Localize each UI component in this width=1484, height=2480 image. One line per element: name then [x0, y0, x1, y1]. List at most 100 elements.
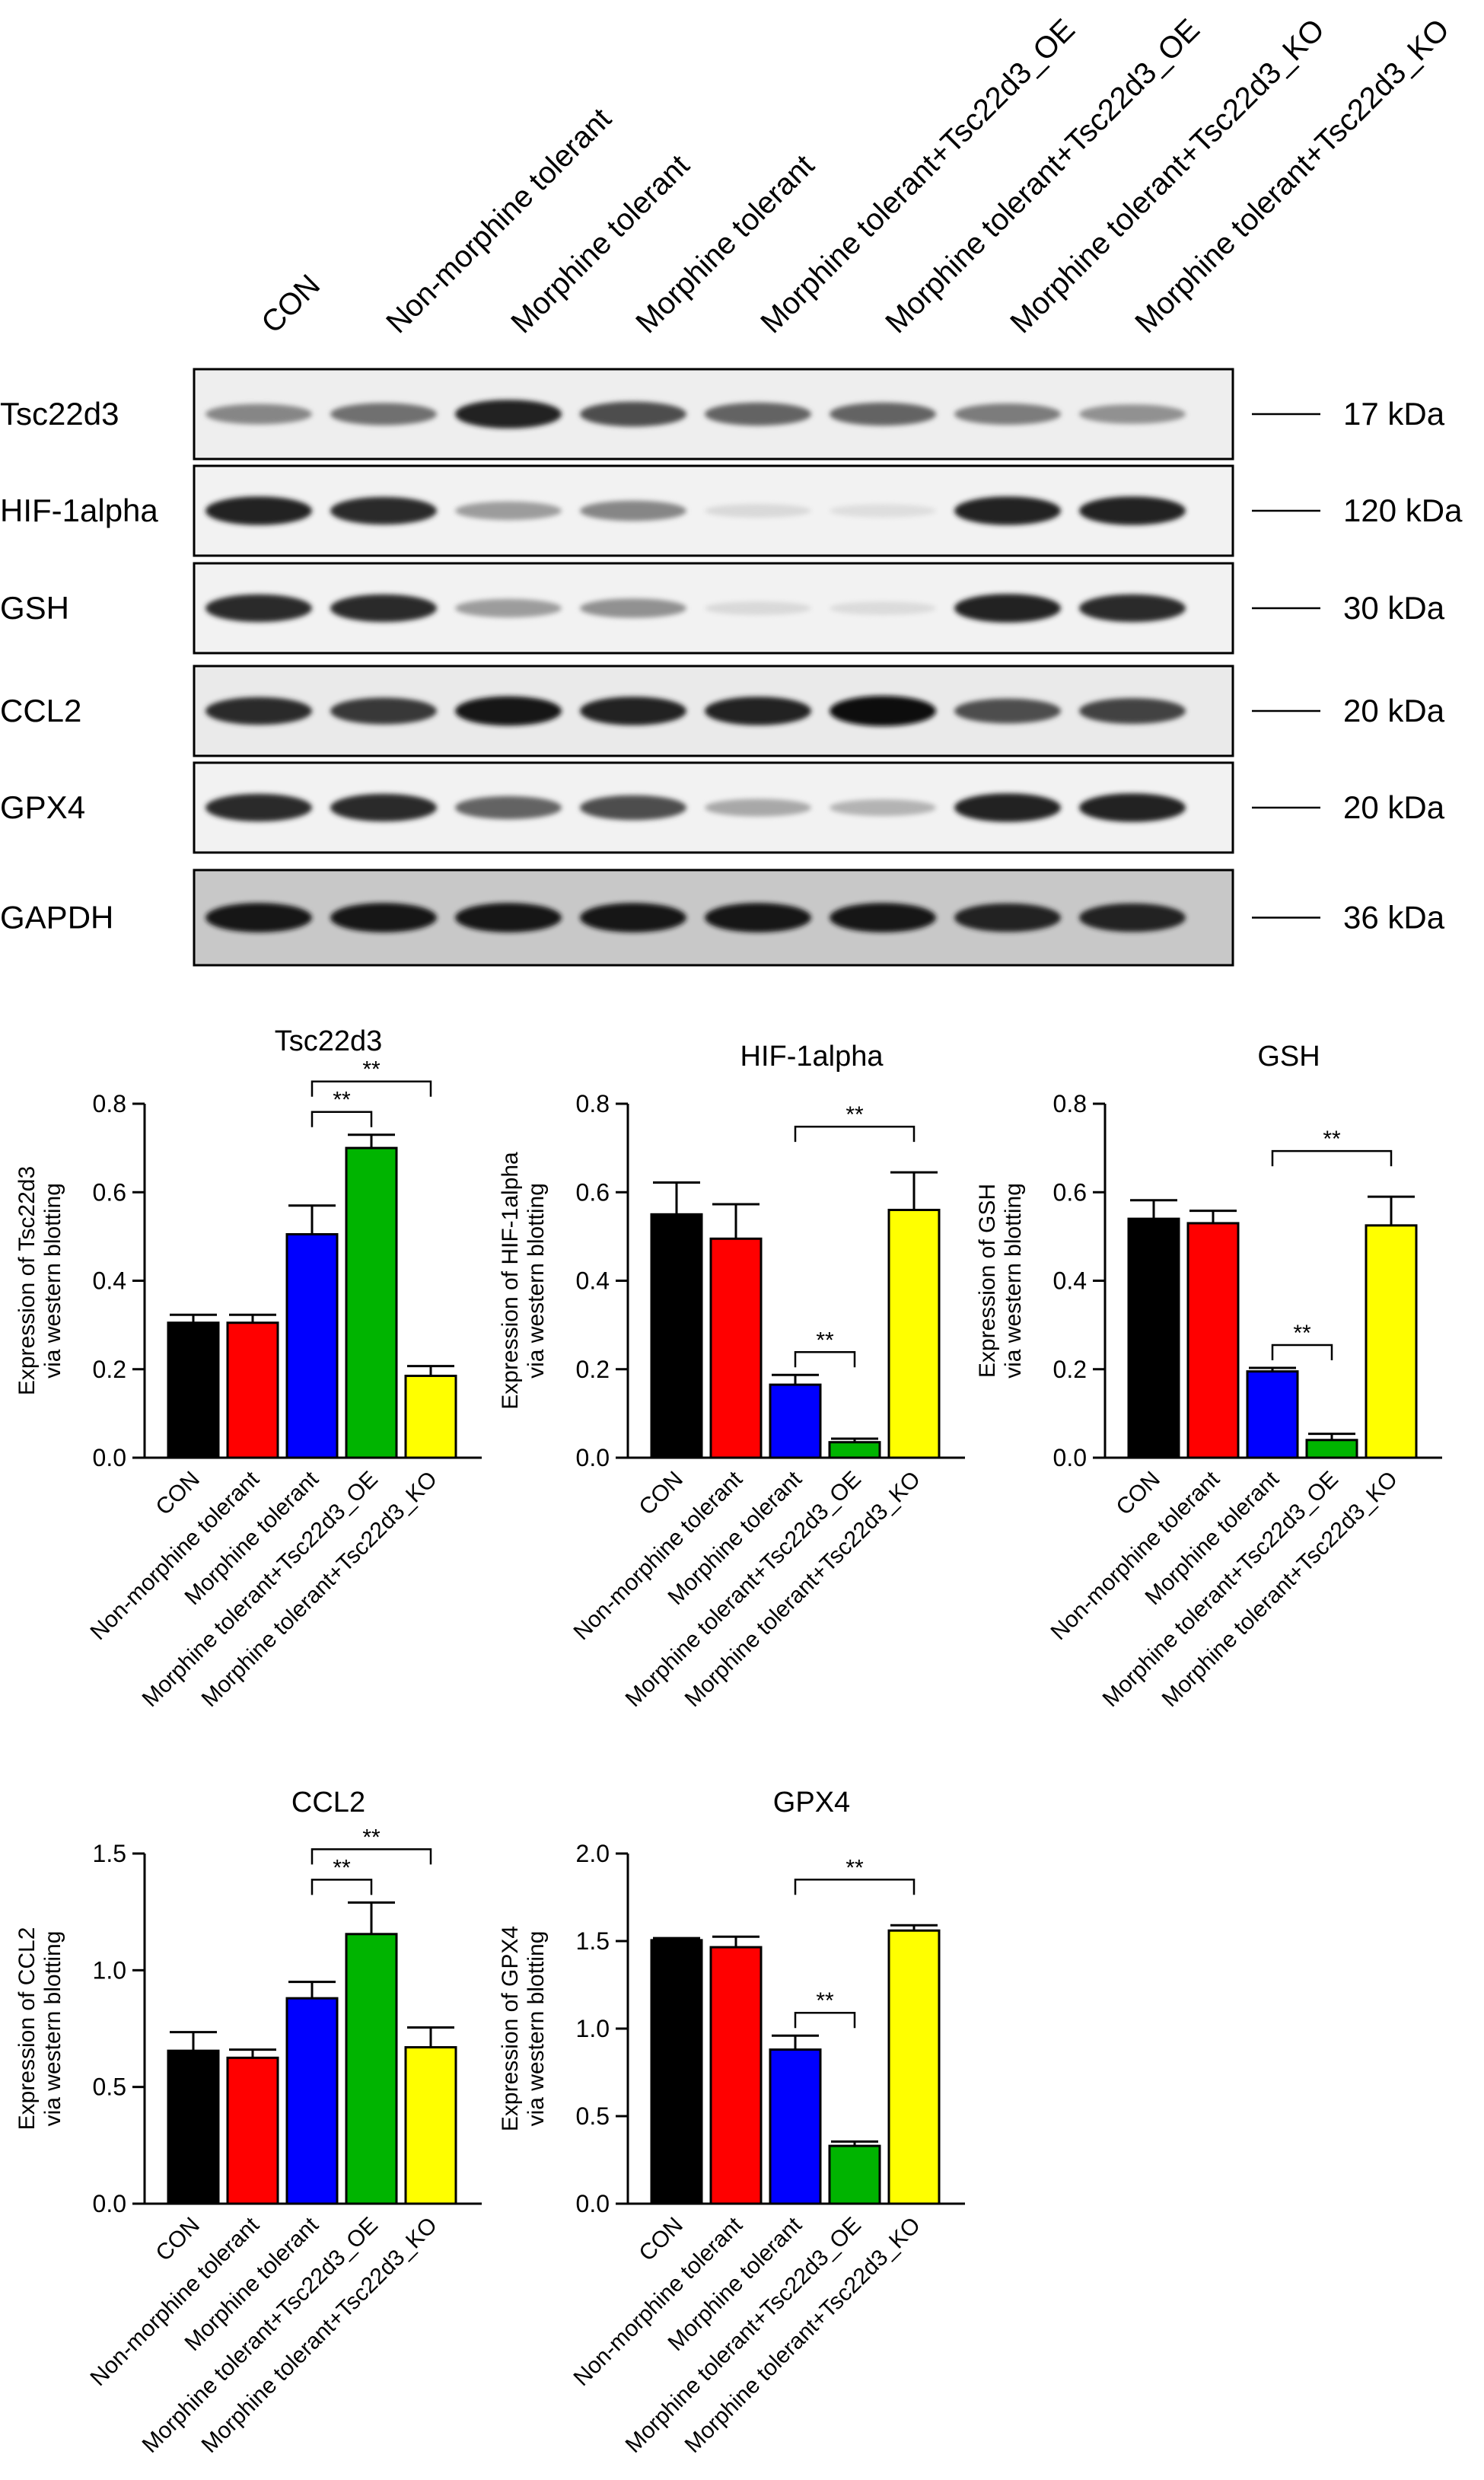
significance-bracket	[310, 1879, 373, 1895]
y-tick-label: 0.0	[1053, 1444, 1087, 1471]
y-tick-label: 0.5	[576, 2102, 610, 2130]
protein-band	[580, 401, 686, 427]
lane-label-1: CON	[255, 268, 326, 339]
significance-label: **	[362, 1057, 381, 1082]
bar-morphine-tolerant-tsc22d3-ko	[1365, 1224, 1418, 1459]
mw-label: 20 kDa	[1343, 789, 1445, 825]
protein-band	[455, 696, 562, 726]
protein-band	[330, 903, 437, 932]
chart-gpx4: GPX4 Expression of GPX4via western blotti…	[498, 1787, 965, 2458]
significance-bracket	[794, 1879, 916, 1895]
significance-label: **	[333, 1855, 351, 1880]
chart-tsc22d3: Tsc22d3 Expression of Tsc22d3via western …	[14, 1025, 482, 1712]
protein-band	[205, 403, 312, 425]
protein-label: Tsc22d3	[0, 396, 119, 432]
bar-morphine-tolerant	[285, 1232, 339, 1459]
blot-row-tsc22d3: Tsc22d3 17 kDa	[0, 368, 1445, 461]
y-axis-label-line: Expression of GSH	[975, 1184, 1000, 1378]
y-tick-label: 0.4	[93, 1267, 126, 1295]
y-tick-label: 1.5	[576, 1927, 610, 1955]
protein-band	[1079, 793, 1186, 822]
y-axis-label-line: Expression of GPX4	[498, 1926, 523, 2131]
y-axis-label-line: via western blotting	[1001, 1183, 1026, 1379]
significance-label: **	[1323, 1127, 1341, 1152]
lane-label-2: Non-morphine tolerant	[380, 102, 618, 340]
protein-label: CCL2	[0, 693, 81, 728]
protein-band	[705, 402, 811, 426]
protein-band	[954, 903, 1061, 932]
protein-band	[580, 598, 686, 618]
x-tick-label: CON	[1111, 1467, 1164, 1520]
protein-band	[705, 504, 811, 518]
protein-band	[580, 697, 686, 725]
y-axis-label-line: Expression of Tsc22d3	[14, 1166, 40, 1395]
y-axis-label-line: Expression of CCL2	[14, 1927, 40, 2131]
protein-band	[455, 795, 562, 820]
bar-con	[1127, 1217, 1180, 1459]
y-tick-label: 0.8	[576, 1090, 610, 1117]
chart-title: GPX4	[773, 1787, 850, 1819]
y-axis-label-line: via western blotting	[40, 1183, 65, 1379]
y-tick-label: 0.0	[93, 2190, 126, 2217]
y-tick-label: 0.2	[1053, 1356, 1087, 1383]
y-tick-label: 0.8	[93, 1090, 126, 1117]
significance-bracket	[794, 1351, 856, 1368]
mw-label: 30 kDa	[1343, 590, 1445, 626]
y-tick-label: 0.5	[93, 2074, 126, 2101]
protein-band	[330, 793, 437, 822]
protein-band	[830, 696, 936, 726]
y-tick-label: 0.6	[576, 1178, 610, 1206]
bar-morphine-tolerant-tsc22d3-oe	[1305, 1439, 1358, 1459]
protein-band	[455, 400, 562, 429]
chart-title: HIF-1alpha	[740, 1041, 884, 1073]
protein-band	[580, 500, 686, 521]
bar-morphine-tolerant-tsc22d3-oe	[345, 1146, 398, 1459]
bar-non-morphine-tolerant	[709, 1946, 763, 2205]
bar-morphine-tolerant-tsc22d3-oe	[828, 2144, 881, 2205]
blot-row-hif-1alpha: HIF-1alpha 120 kDa	[0, 464, 1463, 557]
bar-morphine-tolerant	[1246, 1370, 1299, 1459]
bar-non-morphine-tolerant	[709, 1237, 763, 1459]
x-tick-label: CON	[634, 2213, 687, 2266]
protein-band	[954, 793, 1061, 822]
significance-bracket	[1271, 1149, 1393, 1167]
protein-band	[1079, 404, 1186, 424]
bar-morphine-tolerant	[769, 1383, 822, 1459]
bar-con	[167, 1321, 220, 1459]
chart-title: Tsc22d3	[275, 1025, 383, 1057]
y-tick-label: 1.5	[93, 1840, 126, 1867]
protein-band	[330, 697, 437, 725]
protein-band	[705, 799, 811, 817]
mw-label: 120 kDa	[1343, 492, 1463, 528]
protein-band	[330, 496, 437, 525]
significance-label: **	[845, 1855, 864, 1880]
protein-band	[954, 594, 1061, 623]
protein-band	[455, 903, 562, 932]
bar-non-morphine-tolerant	[226, 2056, 279, 2205]
significance-bracket	[310, 1848, 432, 1865]
y-axis-label: Expression of GSHvia western blotting	[975, 1183, 1026, 1379]
protein-band	[330, 403, 437, 426]
protein-band	[705, 601, 811, 615]
mw-label: 36 kDa	[1343, 900, 1445, 936]
protein-band	[330, 594, 437, 623]
y-axis-label: Expression of CCL2via western blotting	[14, 1927, 65, 2131]
y-tick-label: 0.2	[576, 1356, 610, 1383]
protein-label: GSH	[0, 590, 69, 626]
protein-label: GPX4	[0, 789, 85, 825]
bar-morphine-tolerant-tsc22d3-oe	[828, 1441, 881, 1459]
protein-band	[205, 697, 312, 725]
protein-band	[830, 601, 936, 615]
protein-band	[705, 697, 811, 725]
protein-band	[954, 403, 1061, 425]
bar-morphine-tolerant-tsc22d3-ko	[404, 1374, 457, 1459]
y-tick-label: 0.4	[1053, 1267, 1087, 1295]
significance-bracket	[1271, 1344, 1333, 1361]
y-tick-label: 0.6	[1053, 1178, 1087, 1206]
chart-title: CCL2	[291, 1787, 365, 1819]
protein-band	[205, 496, 312, 525]
protein-band	[830, 402, 936, 426]
blot-row-gsh: GSH 30 kDa	[0, 562, 1445, 655]
protein-band	[954, 698, 1061, 724]
